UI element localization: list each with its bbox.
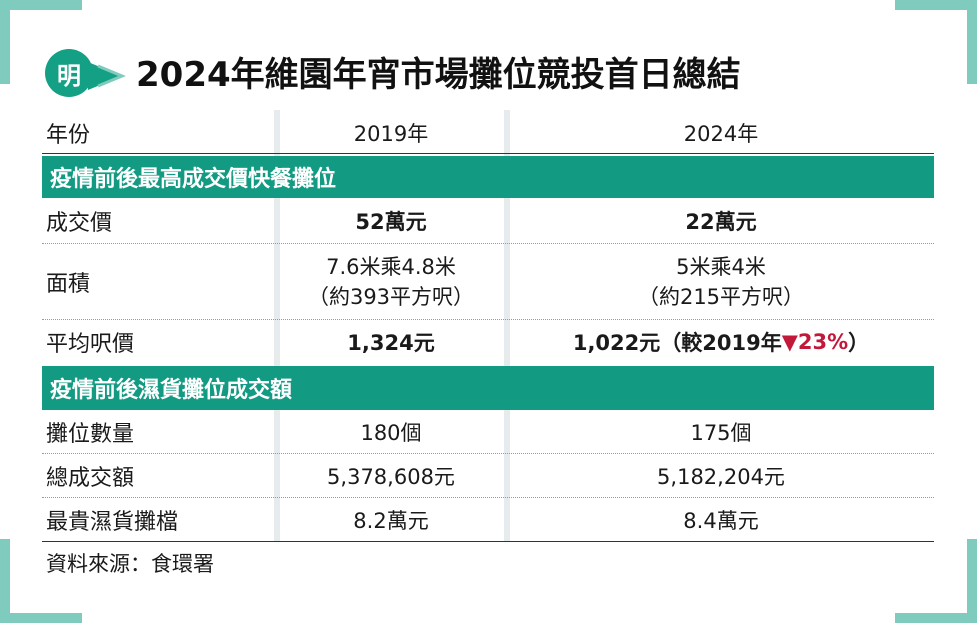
table-row: 成交價 52萬元 22萬元 — [42, 198, 934, 244]
value-2024: 22萬元 — [685, 209, 757, 234]
speech-bubble-icon — [45, 49, 126, 97]
row-label: 成交價 — [46, 210, 113, 236]
value-2019: 5,378,608元 — [327, 464, 455, 489]
corner-accent-top-right-vertical — [967, 0, 977, 84]
corner-accent-bottom-right-vertical — [967, 539, 977, 623]
section-band-1: 疫情前後最高成交價快餐攤位 — [42, 156, 934, 198]
value-2024-line2: （約215平方呎） — [637, 284, 805, 309]
ming-pao-logo: 明 — [42, 46, 138, 102]
corner-accent-top-left-vertical — [0, 0, 10, 84]
source-note: 資料來源：食環署 — [46, 552, 214, 576]
decrease-change: ▼23% — [781, 330, 849, 354]
value-2019: 7.6米乘4.8米 （約393平方呎） — [280, 244, 502, 319]
value-2024: 5,182,204元 — [657, 464, 785, 489]
table-row: 攤位數量 180個 175個 — [42, 410, 934, 454]
row-label: 最貴濕貨攤檔 — [46, 509, 179, 535]
table-row: 面積 7.6米乘4.8米 （約393平方呎） 5米乘4米 （約215平方呎） — [42, 244, 934, 320]
value-2019: 52萬元 — [355, 209, 427, 234]
header-2019: 2019年 — [353, 121, 429, 146]
corner-accent-top-right — [895, 0, 977, 10]
logo-text: 明 — [57, 60, 81, 90]
page-title: 2024年維園年宵市場攤位競投首日總結 — [136, 55, 741, 95]
section-band-2: 疫情前後濕貨攤位成交額 — [42, 366, 934, 410]
table-header-row: 年份 2019年 2024年 — [42, 112, 934, 154]
row-label: 平均呎價 — [46, 332, 135, 357]
value-2024-suffix: ） — [848, 331, 870, 355]
value-2024: 1,022元（較2019年 ▼23% ） — [508, 320, 934, 364]
value-2019: 1,324元 — [347, 331, 435, 355]
table-row: 最貴濕貨攤檔 8.2萬元 8.4萬元 — [42, 498, 934, 542]
column-divider-2 — [504, 110, 510, 542]
table-row: 總成交額 5,378,608元 5,182,204元 — [42, 454, 934, 498]
row-label: 攤位數量 — [46, 421, 135, 447]
value-2024: 5米乘4米 （約215平方呎） — [508, 244, 934, 319]
value-2019-line2: （約393平方呎） — [307, 284, 475, 309]
value-2024: 8.4萬元 — [683, 508, 759, 533]
value-2019: 180個 — [360, 420, 422, 445]
header-2024: 2024年 — [683, 121, 759, 146]
row-label: 總成交額 — [46, 465, 135, 491]
value-2024: 175個 — [690, 420, 752, 445]
corner-accent-bottom-left-vertical — [0, 539, 10, 623]
value-2019: 8.2萬元 — [353, 508, 429, 533]
header-label: 年份 — [46, 122, 91, 148]
value-2024-prefix: 1,022元（較2019年 — [572, 331, 782, 355]
table-row: 平均呎價 1,324元 1,022元（較2019年 ▼23% ） — [42, 320, 934, 364]
corner-accent-bottom-right — [895, 613, 977, 623]
value-2019-line1: 7.6米乘4.8米 — [326, 254, 456, 279]
corner-accent-bottom-left — [0, 613, 82, 623]
corner-accent-top-left — [0, 0, 82, 10]
column-divider-1 — [274, 110, 280, 542]
value-2024-line1: 5米乘4米 — [676, 254, 766, 279]
row-label: 面積 — [46, 271, 91, 297]
